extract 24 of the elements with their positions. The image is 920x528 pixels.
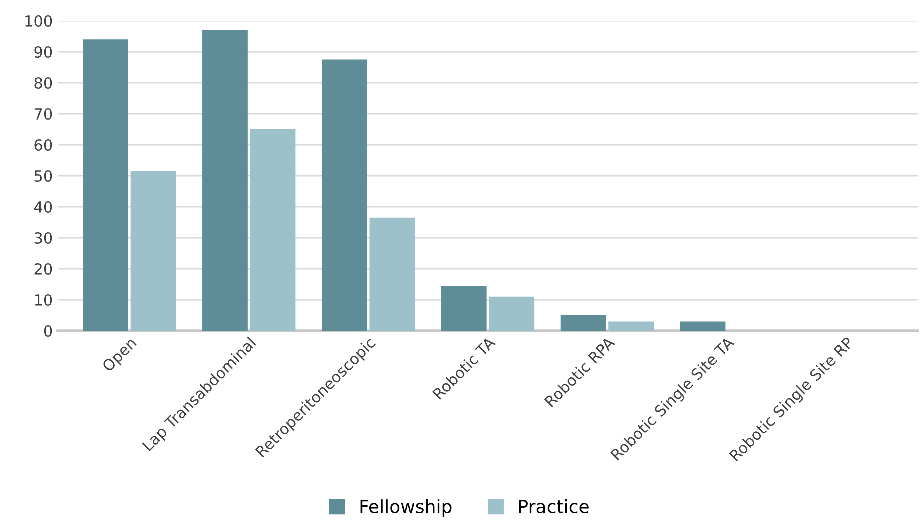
y-tick-label: 60 xyxy=(34,139,52,152)
bar xyxy=(202,30,248,331)
y-tick-label: 100 xyxy=(26,15,52,28)
y-tick-label: 90 xyxy=(34,46,52,58)
bar xyxy=(608,322,654,331)
bar xyxy=(441,286,487,331)
y-tick-label: 70 xyxy=(34,108,52,120)
y-tick-label: 40 xyxy=(34,201,52,214)
y-tick-label: 0 xyxy=(44,325,52,338)
y-tick-label: 10 xyxy=(35,294,52,306)
bar xyxy=(322,60,368,331)
legend-label: Fellowship xyxy=(360,500,452,518)
bar xyxy=(560,316,606,331)
legend-label: Practice xyxy=(519,500,589,514)
bar xyxy=(680,322,726,331)
y-tick-label: 50 xyxy=(34,170,52,182)
bar xyxy=(489,296,535,331)
bar xyxy=(370,218,416,331)
bar xyxy=(130,171,176,331)
y-tick-label: 30 xyxy=(34,232,52,244)
y-tick-label: 80 xyxy=(34,77,52,90)
bar xyxy=(250,130,296,331)
y-tick-label: 20 xyxy=(34,263,52,276)
bar xyxy=(83,40,128,331)
